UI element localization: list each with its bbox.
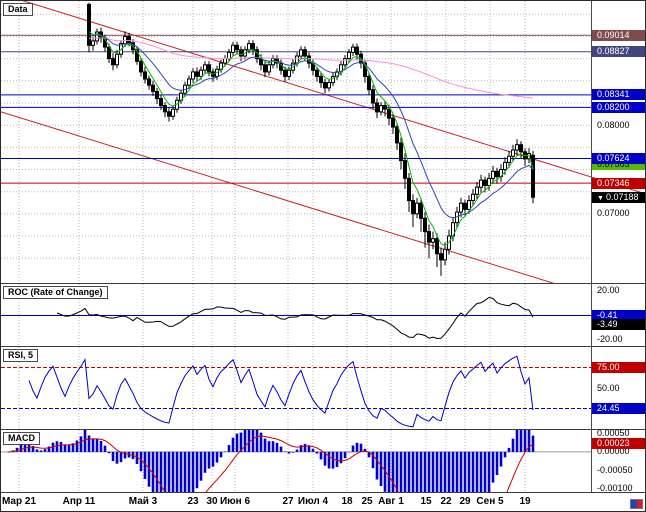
chart-data-label-text: Data	[8, 4, 28, 14]
trend-channel-lines[interactable]	[1, 1, 646, 283]
macd-scale-tick: 0.00050	[597, 428, 630, 438]
candles-layer	[87, 2, 535, 276]
current-price-badge: ▼ 0.07188	[592, 192, 645, 203]
rsi-value-badge: 24.45	[592, 403, 645, 414]
panel-separator[interactable]	[1, 283, 645, 284]
panel-separator[interactable]	[1, 346, 645, 347]
time-axis-label: 19	[519, 496, 531, 507]
price-level-badge: 0.08341	[592, 89, 645, 100]
price-scale-tick: 0.08000	[597, 120, 630, 130]
time-axis-label: 27	[282, 496, 294, 507]
ma-slow-line	[88, 37, 534, 99]
macd-scale-tick: -0.00050	[597, 465, 633, 475]
roc-scale-tick: 20.00	[597, 285, 620, 295]
time-axis-label: 25	[361, 496, 373, 507]
price-level-badge: 0.08827	[592, 46, 645, 57]
macd-scale-tick: 0.00000	[597, 446, 630, 456]
time-axis-label: 22	[440, 496, 452, 507]
roc-label-text: ROC (Rate of Change)	[8, 287, 103, 297]
time-axis-label: Июл 4	[297, 496, 329, 507]
time-axis-label: Май 3	[128, 496, 158, 507]
price-down-arrow-icon: ▼	[597, 195, 604, 202]
ma-mid-line	[88, 34, 534, 219]
roc-value-badge: -0.41	[592, 310, 645, 321]
chart-data-label[interactable]: Data	[3, 3, 33, 16]
time-axis[interactable]: Мар 21 Апр 11 Май 3 23 30 Июн 6 27 Июл 4 18 25 Авг…	[1, 493, 645, 511]
time-axis-label: Мар 21	[1, 496, 37, 507]
time-axis-label: 15	[420, 496, 432, 507]
logo-icon	[630, 499, 643, 509]
time-axis-label: 29	[459, 496, 471, 507]
price-level-badge: 0.07346	[592, 178, 645, 189]
time-axis-label: 23	[187, 496, 199, 507]
roc-label[interactable]: ROC (Rate of Change)	[3, 286, 108, 299]
price-scale-tick: 0.07000	[597, 208, 630, 218]
time-axis-label: Сен 5	[476, 496, 504, 507]
current-price-value: 0.07188	[605, 192, 639, 202]
rsi-value-badge: 75.00	[592, 362, 645, 373]
scale-divider	[591, 1, 592, 492]
macd-indicator-plot[interactable]	[1, 430, 646, 492]
rsi-indicator-plot[interactable]	[1, 347, 646, 429]
time-axis-label: 18	[341, 496, 353, 507]
macd-label-text: MACD	[8, 433, 35, 443]
macd-signal-line	[8, 435, 534, 492]
price-level-badge: 0.07563	[592, 159, 645, 170]
rsi-scale-tick: 50.00	[597, 383, 620, 393]
rsi-label[interactable]: RSI, 5	[3, 349, 39, 362]
rsi-line	[28, 355, 534, 428]
time-axis-label: Авг 1	[378, 496, 404, 507]
panel-separator[interactable]	[1, 492, 645, 493]
macd-histogram	[7, 430, 535, 492]
rsi-label-text: RSI, 5	[8, 350, 34, 360]
panel-separator[interactable]	[1, 429, 645, 430]
time-axis-label: 30	[206, 496, 218, 507]
macd-value-badge: 0.00023	[592, 438, 645, 449]
roc-scale-tick: -20.00	[597, 334, 623, 344]
price-level-badge: 0.07624	[592, 153, 645, 164]
time-axis-label: Июн 6	[219, 496, 251, 507]
price-level-badge: 0.09014	[592, 30, 645, 41]
horizontal-level-lines[interactable]	[1, 34, 591, 184]
macd-scale-tick: -0.00100	[597, 483, 633, 493]
time-axis-label: Апр 11	[62, 496, 96, 507]
roc-line	[56, 296, 534, 340]
price-level-badge: 0.08200	[592, 102, 645, 113]
roc-indicator-plot[interactable]	[1, 284, 646, 346]
main-chart-plot[interactable]	[1, 1, 646, 283]
macd-label[interactable]: MACD	[3, 432, 40, 445]
ma-fast-line	[88, 31, 534, 247]
roc-value-badge: -3.49	[592, 319, 645, 330]
